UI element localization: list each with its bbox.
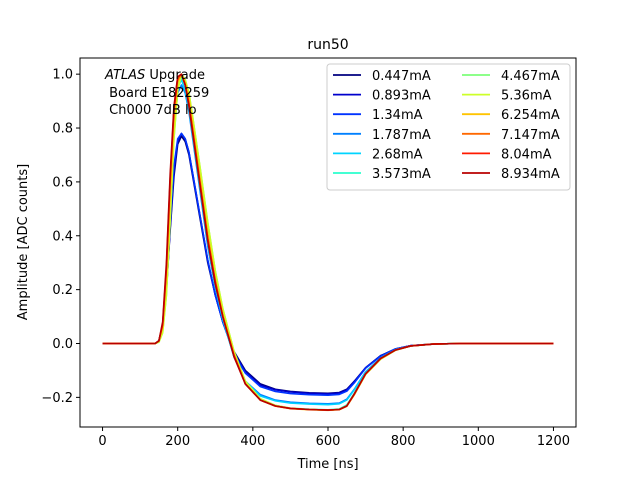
chart-title: run50 (307, 37, 348, 53)
y-tick-label-3: 0.4 (52, 229, 73, 244)
annotation-atlas: ATLAS (104, 68, 145, 83)
annotation-upgrade: Upgrade (145, 68, 205, 83)
legend-label-8: 5.36mA (501, 89, 552, 104)
x-tick-label-6: 1200 (537, 434, 570, 449)
annotation-line-2: Board E182259 (105, 86, 209, 101)
x-tick-label-4: 800 (391, 434, 416, 449)
x-axis: 0 200 400 600 800 1000 1200 (98, 427, 570, 449)
y-tick-label-5: 0.8 (52, 122, 73, 137)
y-axis: −0.2 0.0 0.2 0.4 0.6 0.8 1.0 (41, 68, 80, 406)
legend-label-4: 1.787mA (372, 128, 431, 143)
y-tick-label-4: 0.6 (52, 175, 73, 190)
y-tick-label-6: 1.0 (52, 68, 73, 83)
annotation-line-3: Ch000 7dB lo (105, 103, 197, 118)
y-tick-label-2: 0.2 (52, 283, 73, 298)
annotation-line-1: ATLAS Upgrade (104, 68, 205, 83)
y-tick-label-1: 0.0 (52, 337, 73, 352)
x-axis-label: Time [ns] (296, 457, 358, 472)
series-line-12 (102, 73, 554, 411)
legend-label-10: 7.147mA (501, 128, 560, 143)
legend-label-7: 4.467mA (501, 69, 560, 84)
y-axis-label: Amplitude [ADC counts] (16, 164, 31, 320)
atlas-annotation: ATLAS Upgrade Board E182259 Ch000 7dB lo (104, 68, 209, 118)
series-lines (102, 73, 554, 412)
y-tick-label-0: −0.2 (41, 391, 73, 406)
legend-label-11: 8.04mA (501, 147, 552, 162)
legend: 0.447mA 0.893mA 1.34mA 1.787mA 2.68mA 3.573mA… (326, 63, 571, 191)
x-tick-label-0: 0 (98, 434, 106, 449)
legend-label-1: 0.447mA (372, 69, 431, 84)
x-tick-label-5: 1000 (462, 434, 495, 449)
legend-label-9: 6.254mA (501, 108, 560, 123)
legend-box (326, 63, 571, 191)
x-tick-label-2: 400 (240, 434, 265, 449)
legend-label-6: 3.573mA (372, 167, 431, 182)
legend-label-3: 1.34mA (372, 108, 423, 123)
legend-label-5: 2.68mA (372, 147, 423, 162)
x-tick-label-3: 600 (316, 434, 341, 449)
x-tick-label-1: 200 (165, 434, 190, 449)
legend-label-2: 0.893mA (372, 89, 431, 104)
legend-label-12: 8.934mA (501, 167, 560, 182)
